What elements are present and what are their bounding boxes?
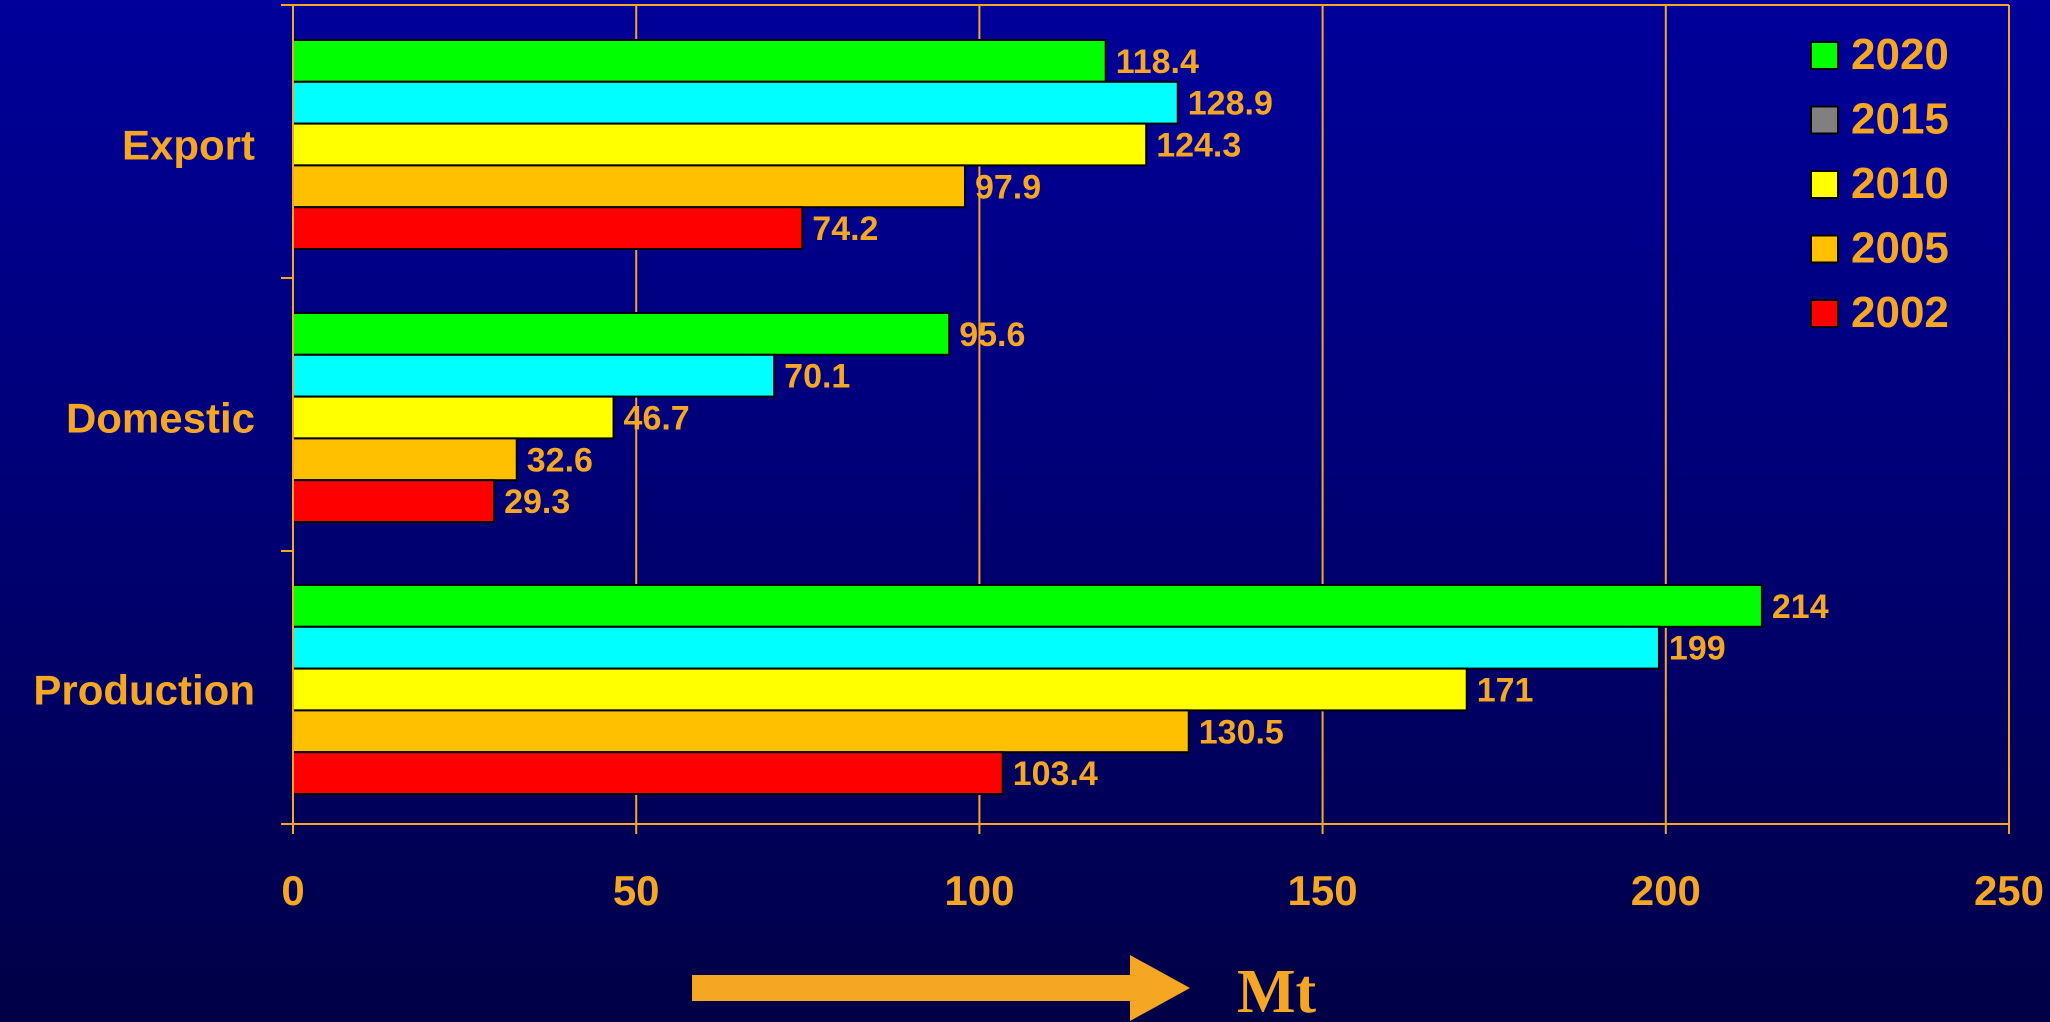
- category-label-domestic: Domestic: [66, 395, 255, 442]
- legend-label-2010: 2010: [1851, 159, 1949, 208]
- legend-swatch-2005: [1810, 234, 1839, 264]
- data-label: 199: [1669, 630, 1726, 668]
- bar-export-2005: [292, 164, 966, 209]
- tick-label-x: 250: [1974, 867, 2044, 914]
- bar-production-2010: [292, 667, 1468, 712]
- unit-indicator: Mt: [692, 955, 1317, 1022]
- data-label: 32.6: [527, 441, 593, 479]
- bar-production-2005: [292, 709, 1190, 754]
- bar-export-2015: [292, 80, 1179, 125]
- data-label: 171: [1477, 672, 1534, 710]
- data-label: 103.4: [1013, 755, 1098, 793]
- tick-label-x: 100: [944, 867, 1014, 914]
- bar-domestic-2010: [292, 395, 615, 440]
- bar-production-2015: [292, 625, 1660, 670]
- legend-swatch-2010: [1810, 170, 1839, 199]
- tick-label-x: 50: [613, 867, 660, 914]
- tick-label-x: 0: [281, 867, 304, 914]
- data-label: 29.3: [504, 483, 570, 521]
- legend-label-2002: 2002: [1851, 288, 1949, 337]
- unit-label: Mt: [1237, 958, 1317, 1022]
- data-label: 124.3: [1156, 127, 1241, 165]
- data-label: 74.2: [812, 210, 878, 248]
- legend-swatch-2002: [1810, 299, 1839, 328]
- data-label: 214: [1772, 588, 1829, 626]
- legend-label-2005: 2005: [1851, 224, 1949, 273]
- labels: 0 50 100 150 200 250 214 199 171 130.5 103.4 Produc…: [33, 43, 2044, 914]
- bar-export-2020: [292, 39, 1107, 83]
- data-label: 46.7: [624, 400, 690, 438]
- bar-domestic-2005: [292, 437, 518, 482]
- bar-export-2002: [292, 206, 804, 250]
- legend-swatch-2020: [1810, 41, 1839, 70]
- data-label: 130.5: [1199, 713, 1284, 751]
- bar-production-2020: [292, 584, 1763, 628]
- data-label: 97.9: [975, 168, 1041, 206]
- unit-arrow-icon: [692, 955, 1190, 1021]
- bar-domestic-2020: [292, 312, 951, 356]
- data-label: 70.1: [784, 358, 850, 396]
- tick-label-x: 150: [1288, 867, 1358, 914]
- legend: 2020 2015 2010 2005 2002: [1810, 30, 1949, 337]
- bar-export-2010: [292, 122, 1148, 167]
- bar-domestic-2015: [292, 353, 776, 398]
- axes: [281, 4, 2010, 834]
- data-label: 118.4: [1116, 43, 1199, 81]
- legend-swatch-2015: [1810, 105, 1839, 135]
- bar-domestic-2002: [292, 479, 496, 524]
- bars: [292, 39, 1763, 796]
- legend-label-2020: 2020: [1851, 30, 1949, 79]
- legend-label-2015: 2015: [1851, 95, 1949, 144]
- data-label: 95.6: [959, 316, 1025, 354]
- category-label-export: Export: [122, 122, 255, 169]
- bar-production-2002: [292, 751, 1004, 796]
- category-label-production: Production: [33, 667, 255, 714]
- tick-label-x: 200: [1631, 867, 1701, 914]
- data-label: 128.9: [1188, 85, 1273, 123]
